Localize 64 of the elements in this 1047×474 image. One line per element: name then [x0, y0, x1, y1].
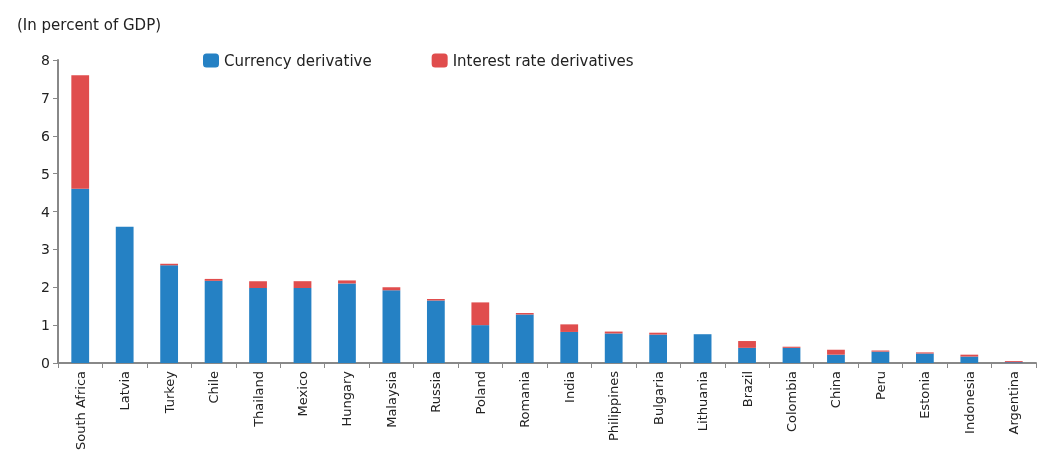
- x-tick-label: Philippines: [606, 370, 622, 442]
- bar: [515, 314, 534, 363]
- y-tick-label: 0: [41, 355, 50, 371]
- x-tick-label: Bulgaria: [650, 371, 666, 425]
- x-tick-label: Mexico: [295, 370, 310, 417]
- bar: [560, 331, 579, 363]
- x-tick-label: South Africa: [72, 371, 88, 450]
- bar: [738, 347, 756, 363]
- bar: [382, 287, 401, 291]
- y-tick-label: 8: [41, 52, 50, 68]
- bar: [426, 300, 445, 363]
- legend-label: Interest rate derivatives: [452, 51, 634, 70]
- y-tick-label: 7: [41, 89, 50, 106]
- x-tick-label: China: [828, 371, 844, 409]
- bar: [115, 226, 134, 363]
- bar: [293, 281, 312, 289]
- x-tick-label: Turkey: [161, 370, 177, 415]
- bar: [293, 288, 312, 363]
- bar: [71, 75, 90, 189]
- bar: [382, 290, 401, 363]
- x-tick-label: Chile: [206, 371, 222, 404]
- bar: [471, 325, 490, 363]
- bar: [204, 280, 223, 363]
- x-tick-label: Colombia: [784, 371, 799, 433]
- bar: [649, 334, 668, 363]
- legend-label: Currency derivative: [224, 51, 372, 70]
- y-tick-label: 5: [41, 165, 50, 182]
- bar: [871, 351, 890, 363]
- bar: [338, 283, 356, 363]
- bar: [738, 341, 756, 348]
- bar: [249, 281, 267, 289]
- bar: [71, 188, 90, 363]
- chart-title: (In percent of GDP): [17, 15, 162, 34]
- x-tick-label: Lithuania: [695, 371, 711, 432]
- y-tick-label: 1: [41, 317, 50, 334]
- y-tick-label: 3: [41, 241, 50, 258]
- x-tick-label: India: [561, 371, 577, 403]
- bar: [827, 354, 845, 363]
- bar: [160, 265, 179, 363]
- x-tick-label: Indonesia: [961, 371, 977, 434]
- x-tick-label: Malaysia: [383, 371, 399, 428]
- x-tick-label: Hungary: [339, 370, 355, 427]
- x-tick-label: Argentina: [1006, 371, 1022, 435]
- x-tick-label: Thailand: [250, 371, 266, 428]
- x-tick-label: Poland: [472, 371, 488, 415]
- y-tick-label: 6: [41, 127, 51, 144]
- bar: [960, 356, 979, 363]
- bar: [338, 280, 356, 284]
- x-tick-label: Russia: [428, 371, 444, 413]
- bar: [693, 334, 712, 363]
- x-tick-label: Latvia: [117, 371, 133, 411]
- y-tick-label: 2: [41, 279, 50, 296]
- bar: [782, 347, 801, 363]
- bar: [471, 302, 490, 326]
- x-tick-label: Brazil: [739, 371, 755, 408]
- bar: [560, 324, 579, 332]
- bar: [604, 333, 623, 363]
- y-tick-label: 4: [41, 203, 51, 220]
- x-tick-label: Estonia: [917, 371, 933, 419]
- bar: [827, 349, 845, 355]
- bar: [249, 288, 267, 363]
- x-tick-label: Romania: [517, 371, 533, 428]
- bar: [915, 353, 934, 363]
- x-tick-label: Peru: [872, 371, 888, 400]
